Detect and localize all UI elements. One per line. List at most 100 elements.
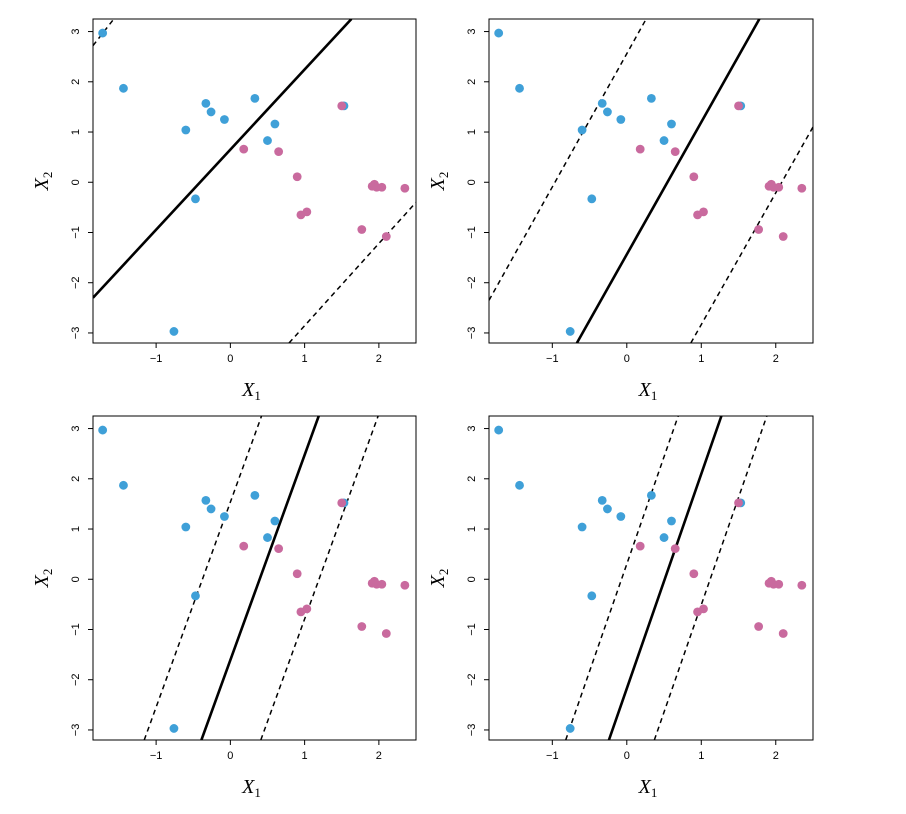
- x-axis-title: X1: [241, 379, 261, 403]
- blue-point: [577, 522, 587, 532]
- pink-point: [689, 172, 699, 182]
- y-tick-label: 2: [70, 79, 82, 85]
- y-tick-label: −1: [70, 623, 82, 636]
- pink-point: [377, 182, 387, 192]
- blue-point: [659, 136, 669, 145]
- x-axis-title: X1: [638, 379, 658, 403]
- y-tick-label: −3: [70, 327, 82, 340]
- pink-point: [239, 144, 249, 154]
- pink-point: [381, 232, 391, 241]
- y-tick-label: 3: [70, 425, 82, 431]
- scatter-panel-2: −1 0 1 2 −3 −2 −1 0 1 2 3 X1 X2: [427, 18, 814, 403]
- blue-point: [220, 512, 229, 521]
- pink-point: [239, 541, 249, 551]
- blue-point: [206, 504, 216, 514]
- y-tick-label: −1: [466, 226, 478, 239]
- x-tick-label: 1: [698, 353, 704, 365]
- margin-line: [260, 416, 379, 740]
- hyperplane-line: [93, 19, 353, 299]
- y-tick-label: 1: [70, 526, 82, 532]
- blue-point: [119, 83, 128, 93]
- x-tick-label: −1: [546, 750, 559, 762]
- margin-line: [143, 416, 263, 740]
- blue-point: [587, 194, 597, 204]
- blue-point: [494, 425, 504, 435]
- blue-point: [270, 516, 280, 526]
- x-tick-label: 0: [624, 750, 630, 762]
- x-axis-title: X1: [241, 776, 261, 800]
- y-axis-title: X2: [427, 569, 451, 589]
- pink-point: [400, 580, 410, 590]
- pink-point: [357, 225, 367, 234]
- pink-point: [635, 541, 645, 551]
- margin-line: [288, 201, 416, 343]
- blue-point: [565, 327, 575, 336]
- blue-point: [515, 480, 524, 490]
- blue-point: [263, 136, 272, 145]
- x-tick-label: 0: [624, 353, 630, 365]
- y-tick-label: −1: [70, 226, 82, 239]
- y-tick-label: −2: [70, 276, 82, 289]
- hyperplane-line: [575, 19, 761, 343]
- pink-point: [400, 183, 410, 193]
- pink-point: [670, 147, 680, 157]
- blue-point: [191, 591, 200, 601]
- blue-point: [646, 490, 656, 500]
- blue-point: [250, 93, 260, 103]
- pink-point: [357, 622, 367, 631]
- blue-point: [201, 495, 211, 505]
- y-tick-label: 2: [466, 79, 478, 85]
- y-tick-label: 3: [466, 28, 478, 34]
- y-tick-label: 0: [466, 179, 478, 185]
- pink-point: [337, 498, 347, 508]
- blue-point: [206, 107, 216, 117]
- pink-point: [778, 629, 788, 638]
- blue-point: [191, 194, 200, 204]
- pink-point: [635, 144, 645, 154]
- pink-point: [337, 101, 347, 111]
- y-tick-label: 0: [466, 576, 478, 582]
- blue-point: [603, 107, 612, 117]
- hyperplane-line: [200, 416, 320, 740]
- blue-point: [565, 724, 575, 733]
- scatter-panel-3: −1 0 1 2 −3 −2 −1 0 1 2 3 X1 X2: [31, 415, 417, 800]
- pink-point: [699, 207, 708, 217]
- pink-point: [302, 604, 312, 614]
- plot-frame: [92, 18, 417, 344]
- pink-point: [302, 207, 312, 217]
- pink-point: [778, 232, 788, 241]
- x-tick-label: 2: [773, 353, 779, 365]
- blue-point: [250, 490, 260, 500]
- y-tick-label: 3: [70, 28, 82, 34]
- blue-point: [646, 93, 656, 103]
- y-tick-label: −3: [466, 724, 478, 737]
- pink-point: [274, 147, 284, 157]
- x-tick-label: 1: [302, 750, 308, 762]
- y-axis-title: X2: [31, 569, 55, 589]
- blue-point: [597, 98, 607, 108]
- scatter-panel-1: −1 0 1 2 −3 −2 −1 0 1 2 3 X1 X2: [31, 18, 417, 403]
- pink-point: [670, 544, 680, 554]
- blue-point: [169, 724, 179, 733]
- x-tick-label: 1: [698, 750, 704, 762]
- margin-line: [653, 416, 768, 740]
- margin-line: [565, 416, 679, 740]
- x-tick-label: 0: [227, 750, 233, 762]
- pink-point: [774, 182, 784, 192]
- y-tick-label: −3: [466, 327, 478, 340]
- pink-point: [292, 172, 302, 182]
- pink-point: [292, 569, 302, 579]
- x-tick-label: 1: [302, 353, 308, 365]
- plot-frame: [92, 415, 417, 741]
- x-tick-label: 0: [227, 353, 233, 365]
- blue-point: [169, 327, 179, 336]
- y-tick-label: −1: [466, 623, 478, 636]
- pink-point: [274, 544, 284, 554]
- y-tick-label: 0: [70, 179, 82, 185]
- pink-point: [699, 604, 708, 614]
- blue-point: [98, 425, 108, 435]
- blue-point: [616, 512, 626, 521]
- blue-point: [667, 516, 676, 526]
- margin-line: [93, 19, 115, 47]
